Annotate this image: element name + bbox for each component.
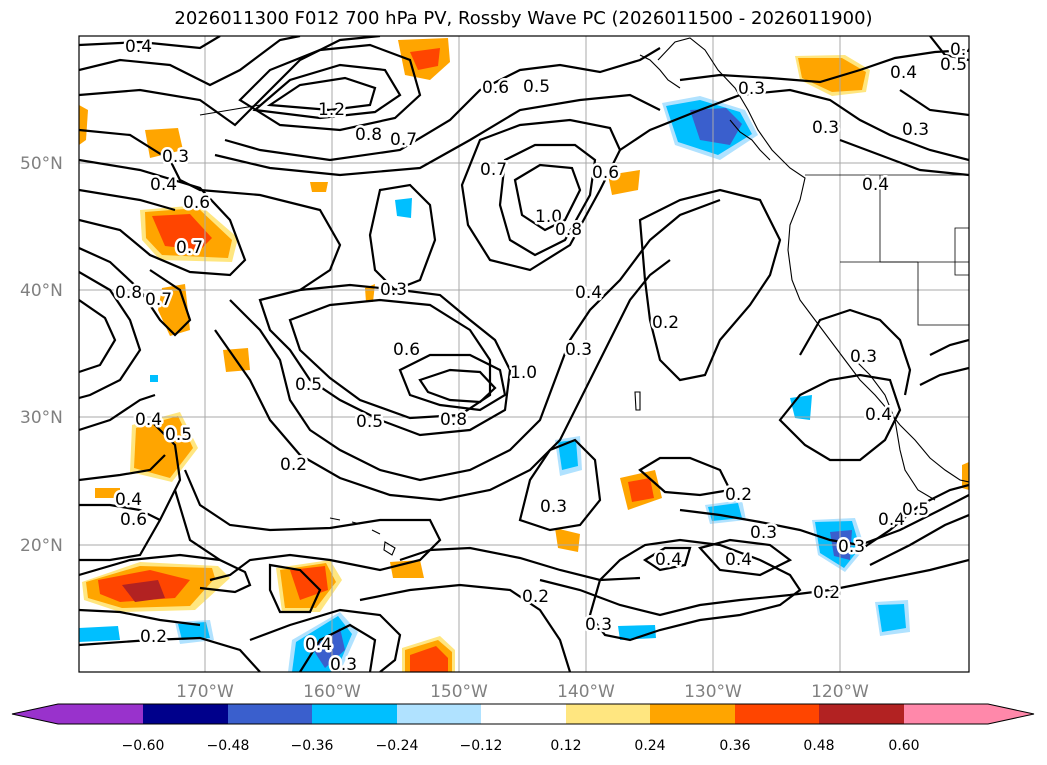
lat-label: 50°N	[20, 154, 63, 174]
contour-label: 0.6	[393, 340, 420, 360]
contour-label: 0.4	[150, 175, 177, 195]
colorbar-tick: 0.24	[634, 738, 665, 754]
contour-label: 0.8	[555, 220, 582, 240]
colorbar-tick: 0.60	[888, 738, 919, 754]
colorbar-tick: 0.48	[803, 738, 834, 754]
lon-label: 120°W	[811, 682, 869, 702]
contour-label: 0.4	[575, 283, 602, 303]
colorbar-bin	[566, 704, 650, 724]
contour-label: 0.3	[902, 120, 929, 140]
contour-label: 0.4	[950, 40, 977, 60]
lat-label: 20°N	[20, 536, 63, 556]
colorbar-tick: 0.12	[550, 738, 581, 754]
map-title: 2026011300 F012 700 hPa PV, Rossby Wave …	[174, 8, 873, 29]
contour-label: 0.2	[813, 583, 840, 603]
colorbar-bin	[228, 704, 312, 724]
colorbar-bin	[58, 704, 143, 724]
contour-label: 1.0	[535, 207, 562, 227]
contour-label: 0.7	[176, 238, 203, 258]
contour-label: 0.4	[135, 410, 162, 430]
colorbar-bin	[735, 704, 819, 724]
contour-label: 0.3	[380, 280, 407, 300]
contour-label: 0.3	[162, 147, 189, 167]
colorbar-tick: −0.60	[122, 738, 165, 754]
lon-label: 150°W	[430, 682, 488, 702]
contour-label: 0.3	[812, 118, 839, 138]
contour-label: 1.2	[318, 100, 345, 120]
contour-label: 0.6	[120, 510, 147, 530]
contour-label: 0.5	[165, 425, 192, 445]
contour-label: 0.5	[902, 500, 929, 520]
contour-label: 0.2	[140, 627, 167, 647]
contour-label: 0.5	[940, 55, 967, 75]
contour-label: 0.8	[115, 283, 142, 303]
lon-label: 130°W	[684, 682, 742, 702]
contour-label: 0.2	[522, 587, 549, 607]
contour-label: 0.3	[838, 537, 865, 557]
colorbar: −0.60 −0.48 −0.36 −0.24 −0.12 0.12 0.24 …	[11, 703, 1035, 754]
contour-label: 0.2	[652, 313, 679, 333]
contour-label: 0.3	[565, 340, 592, 360]
contour-label: 0.4	[862, 175, 889, 195]
contour-label: 0.6	[482, 78, 509, 98]
colorbar-bin	[650, 704, 735, 724]
colorbar-bin	[481, 704, 566, 724]
colorbar-bin	[397, 704, 481, 724]
latitude-labels: 50°N 40°N 30°N 20°N	[20, 154, 63, 556]
contour-label: 0.4	[890, 63, 917, 83]
contour-label: 0.3	[330, 655, 357, 675]
contour-label: 0.5	[523, 77, 550, 97]
lon-label: 170°W	[176, 682, 234, 702]
lon-label: 140°W	[557, 682, 615, 702]
contour-label: 0.6	[183, 193, 210, 213]
map-area: 0.4 1.2 0.8 0.7 0.6 0.5 0.3 0.4 0.3 0.4 …	[79, 36, 977, 675]
colorbar-extend-low	[12, 704, 58, 724]
contour-label: 0.3	[738, 79, 765, 99]
colorbar-bin	[312, 704, 397, 724]
contour-label: 0.4	[125, 37, 152, 57]
contour-label: 0.4	[865, 405, 892, 425]
contour-label: 0.5	[356, 412, 383, 432]
contour-label: 0.5	[295, 375, 322, 395]
colorbar-tick: −0.36	[291, 738, 334, 754]
lon-label: 160°W	[303, 682, 361, 702]
contour-label: 0.3	[850, 347, 877, 367]
colorbar-tick: −0.24	[376, 738, 419, 754]
contour-label: 0.2	[725, 485, 752, 505]
longitude-labels: 170°W 160°W 150°W 140°W 130°W 120°W	[176, 682, 869, 702]
colorbar-tick: −0.12	[460, 738, 503, 754]
contour-label: 0.3	[585, 615, 612, 635]
contour-label: 0.3	[750, 523, 777, 543]
lat-label: 40°N	[20, 281, 63, 301]
contour-label: 0.4	[725, 550, 752, 570]
contour-labels: 0.4 1.2 0.8 0.7 0.6 0.5 0.3 0.4 0.3 0.4 …	[113, 36, 977, 675]
colorbar-bin	[819, 704, 904, 724]
contour-label: 0.4	[115, 490, 142, 510]
contour-label: 1.0	[510, 363, 537, 383]
contour-label: 0.4	[655, 550, 682, 570]
lat-label: 30°N	[20, 408, 63, 428]
colorbar-tick: 0.36	[719, 738, 750, 754]
contour-label: 0.3	[540, 497, 567, 517]
colorbar-outline	[11, 703, 1035, 725]
contour-label: 0.8	[440, 410, 467, 430]
contour-label: 0.8	[355, 125, 382, 145]
pv-contours	[79, 36, 969, 672]
colorbar-bin	[904, 704, 988, 724]
contour-label: 0.7	[480, 160, 507, 180]
contour-label: 0.2	[280, 455, 307, 475]
colorbar-tick: −0.48	[207, 738, 250, 754]
contour-label: 0.4	[878, 510, 905, 530]
contour-label: 0.7	[145, 290, 172, 310]
map-frame	[78, 35, 970, 673]
colorbar-bin	[143, 704, 228, 724]
colorbar-extend-high	[988, 704, 1034, 724]
contour-label: 0.7	[390, 130, 417, 150]
contour-label: 0.6	[592, 163, 619, 183]
contour-label: 0.4	[305, 635, 332, 655]
